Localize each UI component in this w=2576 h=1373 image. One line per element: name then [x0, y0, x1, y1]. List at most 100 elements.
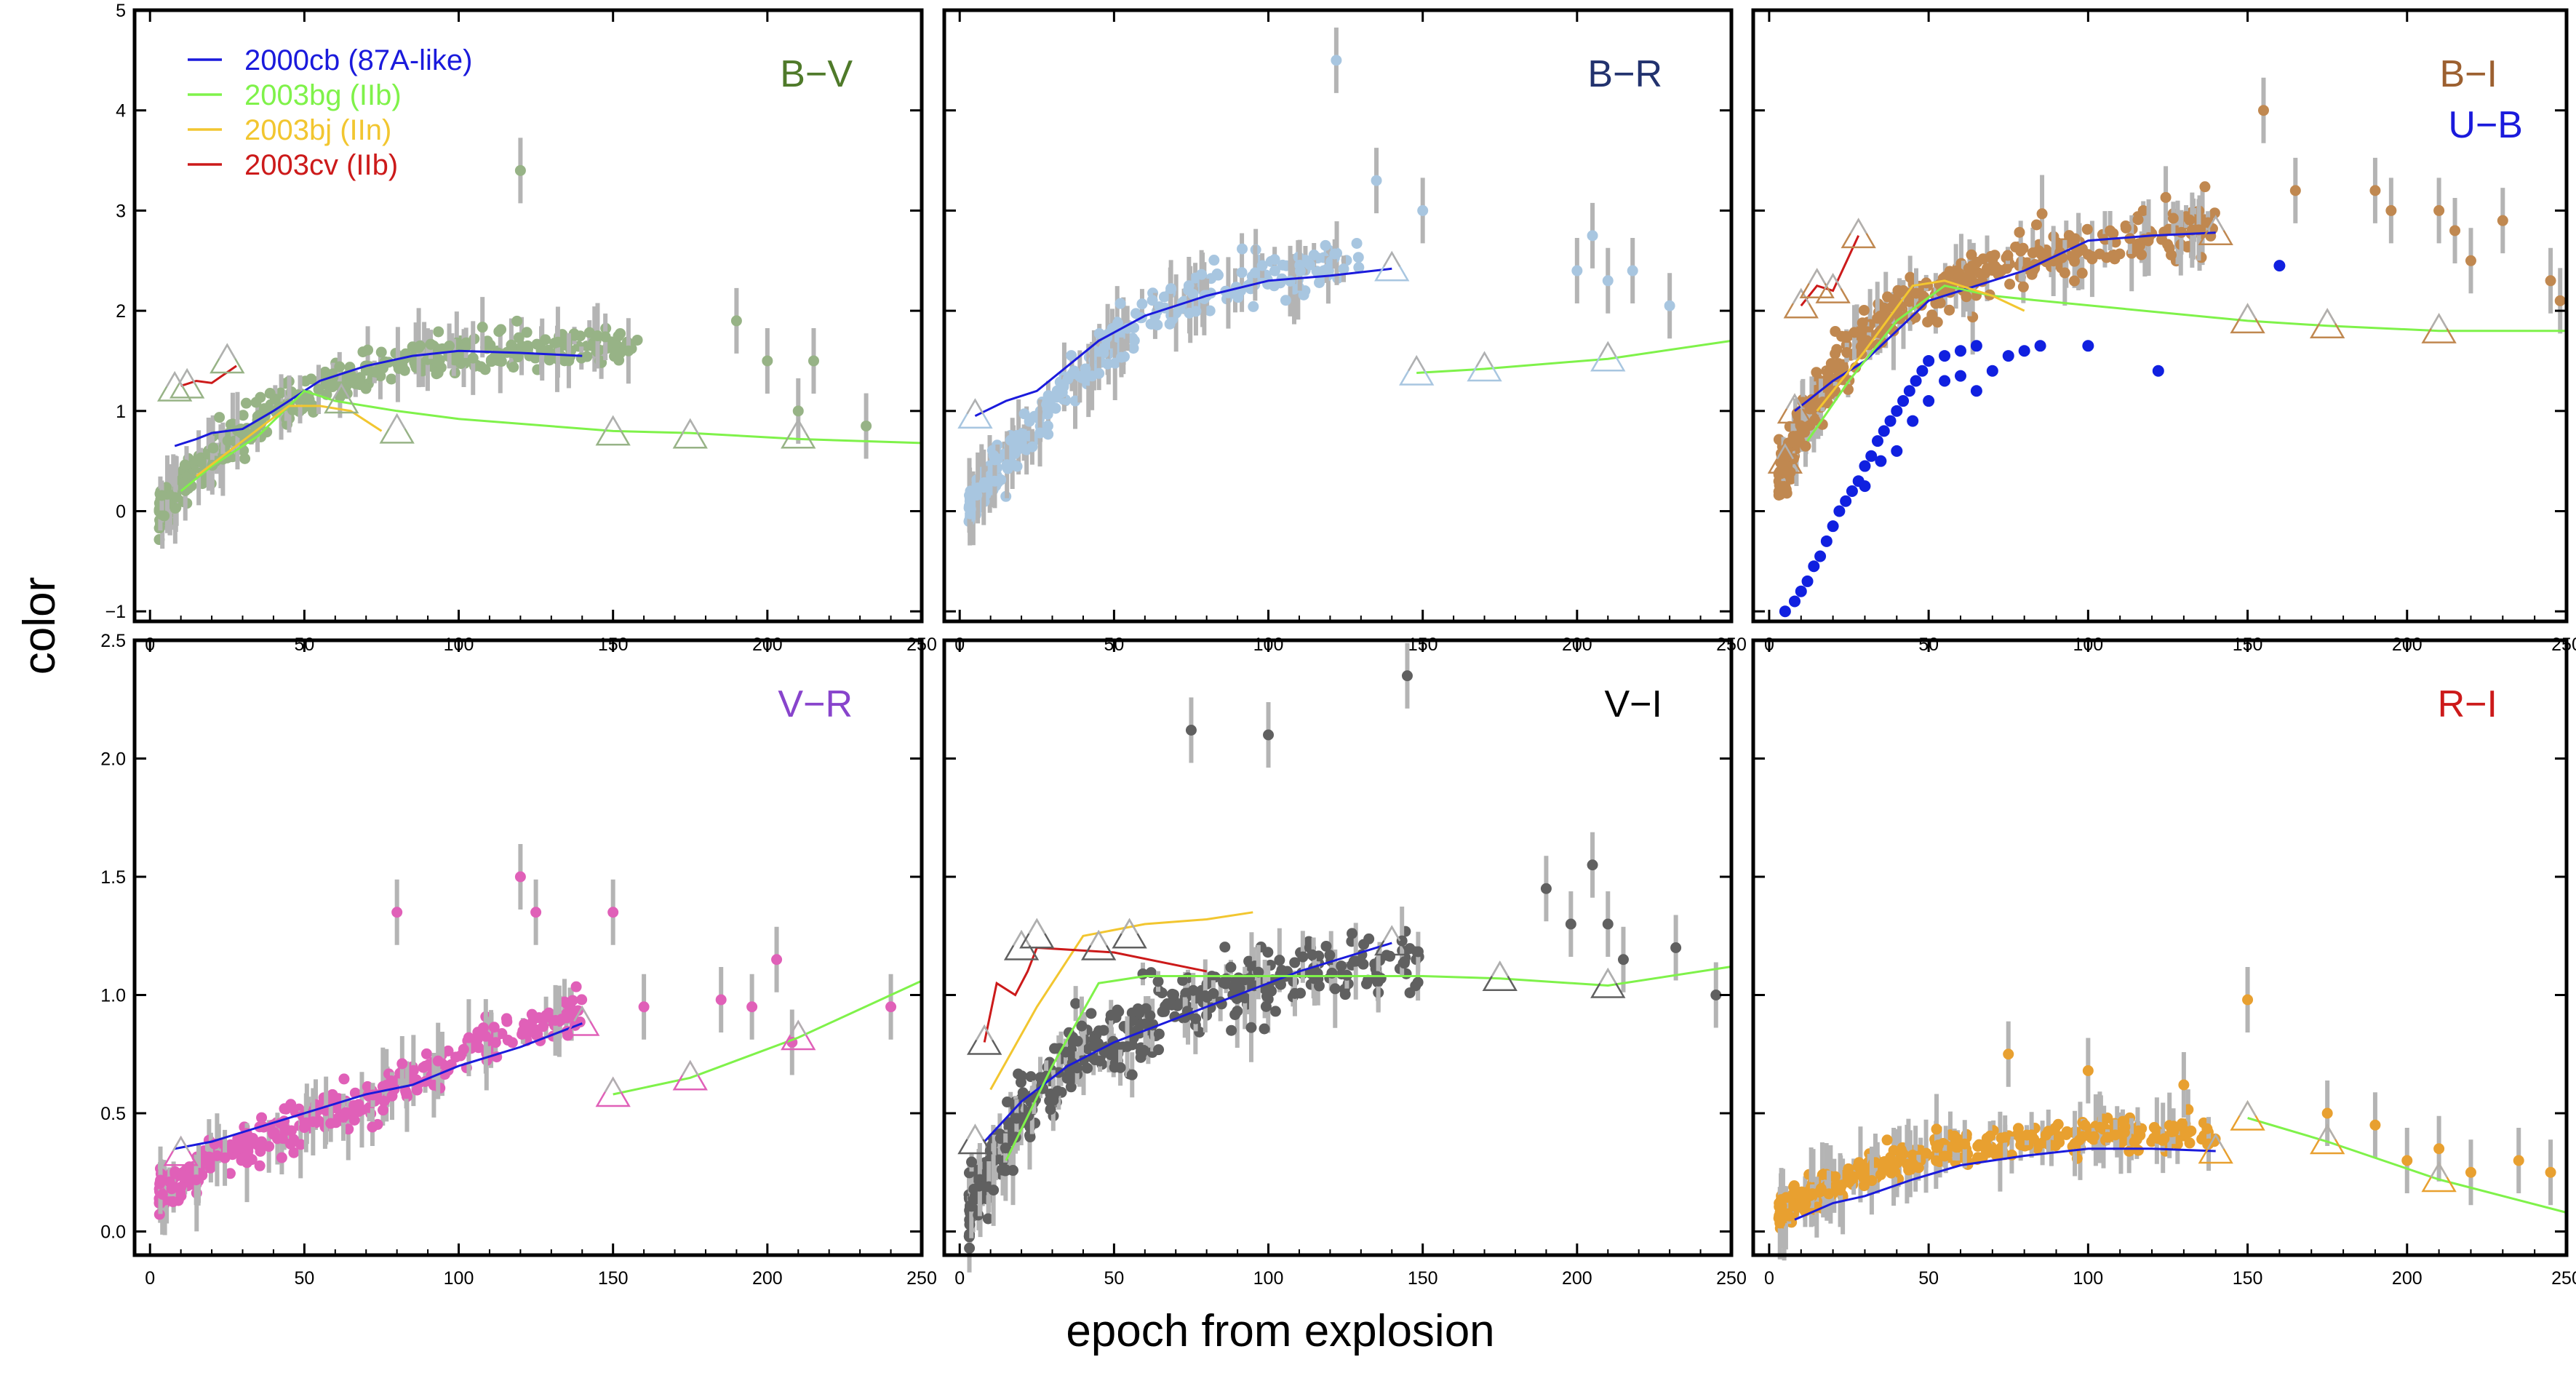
data-point: [276, 1133, 288, 1145]
data-point: [2132, 214, 2144, 226]
data-point: [167, 1196, 179, 1208]
triangle-marker: [163, 1135, 199, 1166]
data-point: [2199, 181, 2211, 193]
data-point: [2321, 1107, 2333, 1119]
data-point-ub: [1954, 345, 1966, 357]
data-point: [1177, 974, 1189, 986]
data-point: [2176, 1118, 2188, 1129]
data-point: [1886, 1167, 1897, 1179]
triangle-marker-top: [1090, 930, 1108, 947]
triangle-marker-top: [218, 343, 236, 359]
triangle-marker-top: [1599, 968, 1617, 984]
data-point: [994, 1133, 1006, 1145]
data-point: [1266, 985, 1277, 997]
data-point: [2136, 249, 2148, 260]
data-point: [1339, 989, 1351, 1000]
series-line: [974, 267, 1392, 418]
x-tick-label: 150: [2233, 1268, 2263, 1289]
data-point: [563, 355, 575, 367]
y-tick-label: 2: [116, 301, 126, 322]
data-point: [2184, 214, 2196, 226]
data-point: [1009, 447, 1021, 459]
data-point: [239, 1152, 250, 1163]
panel-label: V−R: [778, 683, 853, 725]
triangle-marker: [1841, 218, 1876, 249]
data-point: [2209, 207, 2220, 219]
triangle-marker: [1374, 250, 1410, 282]
data-point: [1907, 1149, 1918, 1161]
data-point: [512, 351, 524, 363]
data-point: [2052, 1118, 2064, 1130]
data-point: [1931, 1123, 1942, 1135]
data-point: [1162, 998, 1173, 1009]
data-point: [2079, 1119, 2091, 1131]
data-point: [501, 1016, 513, 1027]
x-tick-label: 150: [598, 1268, 629, 1289]
triangle-marker: [1482, 960, 1518, 991]
data-point: [2119, 1121, 2131, 1133]
panel-frame: [1751, 8, 2569, 624]
series-line: [1816, 279, 2025, 412]
data-point: [964, 1200, 976, 1211]
data-point: [1320, 239, 1331, 251]
data-point: [1183, 284, 1195, 296]
data-point-ub: [1907, 415, 1919, 427]
triangle-marker-top: [681, 418, 699, 434]
panel-label: B−I: [2440, 53, 2498, 95]
data-point: [988, 1185, 1000, 1196]
data-point: [276, 1152, 287, 1163]
data-point: [281, 1125, 292, 1137]
data-point: [613, 330, 624, 342]
data-point: [1011, 461, 1023, 472]
data-point-ub: [1916, 365, 1929, 377]
data-point: [1232, 292, 1244, 303]
data-point: [526, 1008, 538, 1020]
data-point: [995, 474, 1007, 485]
triangle-marker: [957, 398, 993, 429]
data-point: [298, 1122, 310, 1134]
data-point: [2184, 1137, 2196, 1149]
data-point: [549, 337, 561, 349]
triangle-marker-top: [2318, 1123, 2337, 1140]
data-point: [792, 405, 804, 417]
data-point-ub: [1903, 385, 1915, 397]
data-point: [2073, 1134, 2085, 1146]
data-point: [288, 1147, 300, 1158]
data-point: [1320, 940, 1332, 952]
data-point: [1412, 946, 1424, 958]
y-tick-label: −1: [105, 602, 126, 622]
triangle-marker: [1019, 918, 1055, 949]
data-point: [1617, 954, 1629, 966]
data-point: [1329, 248, 1341, 260]
x-tick-label: 0: [1764, 1268, 1774, 1289]
data-point: [156, 490, 167, 501]
panel-3: 050100150200250B−IU−B: [1751, 8, 2576, 655]
data-point: [2030, 219, 2042, 231]
data-point-ub: [1954, 370, 1966, 382]
data-point: [746, 1001, 758, 1013]
series-line: [1416, 339, 1732, 374]
x-tick-label: 250: [906, 1268, 937, 1289]
data-point: [378, 1105, 389, 1116]
triangle-marker: [1783, 287, 1819, 319]
data-point: [543, 1007, 555, 1019]
data-point: [449, 354, 460, 366]
data-point: [1571, 265, 1583, 276]
triangle-marker-top: [1475, 351, 1494, 367]
data-point: [485, 339, 496, 351]
data-point: [1070, 998, 1082, 1009]
x-tick-label: 200: [1562, 1268, 1592, 1289]
data-point: [1201, 992, 1213, 1003]
y-tick-label: 0: [116, 502, 126, 522]
data-point: [1294, 265, 1306, 276]
data-point: [1126, 1069, 1138, 1081]
data-point: [1939, 1150, 1950, 1162]
data-point: [1313, 980, 1325, 992]
data-point: [1991, 263, 2003, 274]
data-point: [338, 1073, 350, 1085]
y-axis-title: color: [15, 577, 65, 674]
data-point: [254, 1160, 266, 1171]
data-point: [431, 368, 442, 380]
data-point: [418, 1062, 429, 1073]
